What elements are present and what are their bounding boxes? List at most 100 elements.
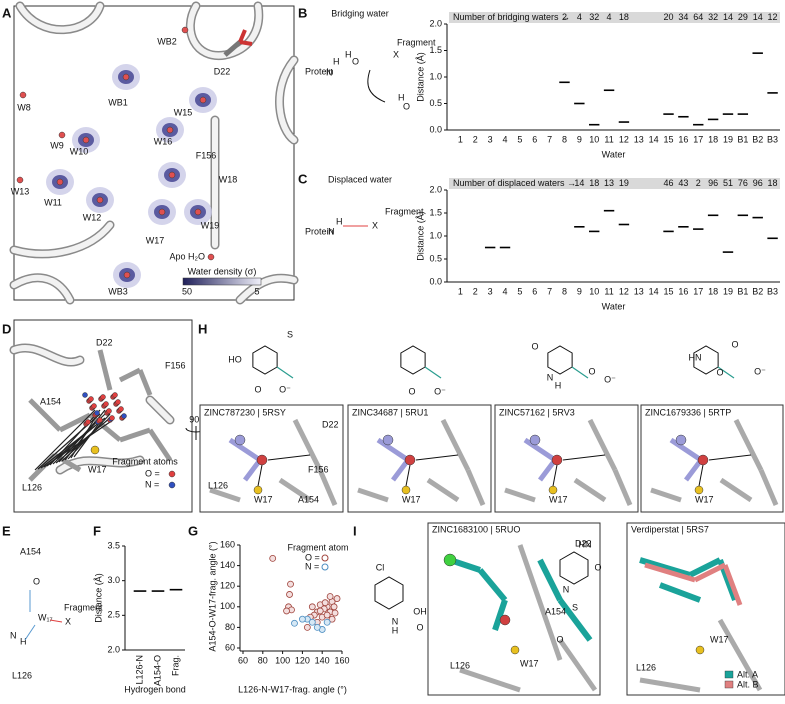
label: F156 <box>196 150 217 160</box>
label: L126 <box>12 670 32 680</box>
hbond <box>405 464 411 487</box>
label: 2.0 <box>107 644 120 654</box>
label: 3.0 <box>107 575 120 585</box>
point <box>328 615 336 623</box>
label: A154-O-W17-frag. angle (°) <box>207 541 217 651</box>
label: Protein <box>305 226 334 236</box>
label: O <box>556 634 563 644</box>
legend-entry: N = <box>305 561 319 571</box>
atom <box>115 399 121 405</box>
legend-swatch <box>724 670 734 679</box>
label: W17 <box>402 494 421 504</box>
label: B3 <box>767 134 778 144</box>
label: Water <box>602 301 626 311</box>
label: O⁻ <box>279 384 291 394</box>
point <box>316 607 324 615</box>
label: L126-N <box>134 655 144 685</box>
stick <box>459 667 521 693</box>
label: A154 <box>40 396 61 406</box>
point <box>313 624 321 631</box>
ribbon <box>147 397 173 423</box>
point <box>308 603 316 611</box>
label: 7 <box>547 134 552 144</box>
label: 5 <box>517 134 522 144</box>
stick <box>758 469 779 506</box>
label: 2.5 <box>107 610 120 620</box>
atom <box>697 454 709 466</box>
label: 3 <box>488 286 493 296</box>
label: 2.0 <box>429 184 442 194</box>
label: 15 <box>664 134 674 144</box>
label: O = <box>145 468 160 478</box>
stick <box>357 487 389 503</box>
label: W17 <box>695 494 714 504</box>
stick <box>573 477 607 503</box>
stick <box>292 418 323 472</box>
label: Displaced water <box>328 174 392 184</box>
stick <box>147 428 173 462</box>
label: H <box>333 56 340 66</box>
label: O <box>594 562 601 572</box>
atom <box>675 434 687 446</box>
hbond <box>24 624 36 641</box>
atom <box>510 645 520 655</box>
label: ZINC57162 | 5RV3 <box>499 407 575 417</box>
stick <box>523 437 557 463</box>
stick <box>223 40 242 57</box>
label: A154-O <box>152 655 162 686</box>
label: WB2 <box>157 36 177 46</box>
atom <box>253 485 263 495</box>
label: ZINC787230 | 5RSY <box>204 407 286 417</box>
header <box>449 178 780 189</box>
atom <box>256 454 268 466</box>
label: W17 <box>520 658 539 668</box>
atom <box>168 470 176 478</box>
point <box>287 580 294 588</box>
label: 120 <box>295 655 310 665</box>
stick <box>492 599 508 631</box>
label: Cl <box>376 562 385 572</box>
atom <box>529 434 541 446</box>
atom <box>97 417 103 423</box>
stick <box>658 582 702 603</box>
label: A154 <box>20 546 41 556</box>
label: O <box>716 367 723 377</box>
stick <box>228 437 262 463</box>
atom <box>82 392 88 398</box>
label: 19 <box>723 286 733 296</box>
stick <box>28 398 62 432</box>
hbond <box>34 409 96 471</box>
label: Apo H₂O <box>169 251 205 261</box>
label: H <box>20 636 27 646</box>
label: 100 <box>275 655 290 665</box>
label: Distance (Å) <box>93 573 103 623</box>
atom <box>103 401 109 407</box>
atom <box>382 434 394 446</box>
label: Fragment <box>397 37 436 47</box>
label: 1.5 <box>429 45 442 55</box>
ribbon <box>187 3 262 59</box>
stick <box>137 369 153 396</box>
stick <box>557 598 593 642</box>
atom <box>168 481 176 489</box>
arrow <box>367 69 386 103</box>
label: O <box>33 576 40 586</box>
label: 10 <box>589 286 599 296</box>
stick <box>557 638 598 692</box>
atom <box>499 614 511 626</box>
stick <box>717 618 763 692</box>
label: 50 <box>182 286 192 296</box>
point <box>283 607 290 615</box>
label: C <box>298 171 308 186</box>
label: W19 <box>201 220 220 230</box>
atom <box>694 485 704 495</box>
stick <box>537 558 563 602</box>
ribbon <box>11 222 113 257</box>
label: WB1 <box>108 97 128 107</box>
label: O <box>416 622 423 632</box>
label: 1 <box>458 134 463 144</box>
stick <box>693 562 727 583</box>
atom <box>548 485 558 495</box>
atom <box>207 253 215 261</box>
